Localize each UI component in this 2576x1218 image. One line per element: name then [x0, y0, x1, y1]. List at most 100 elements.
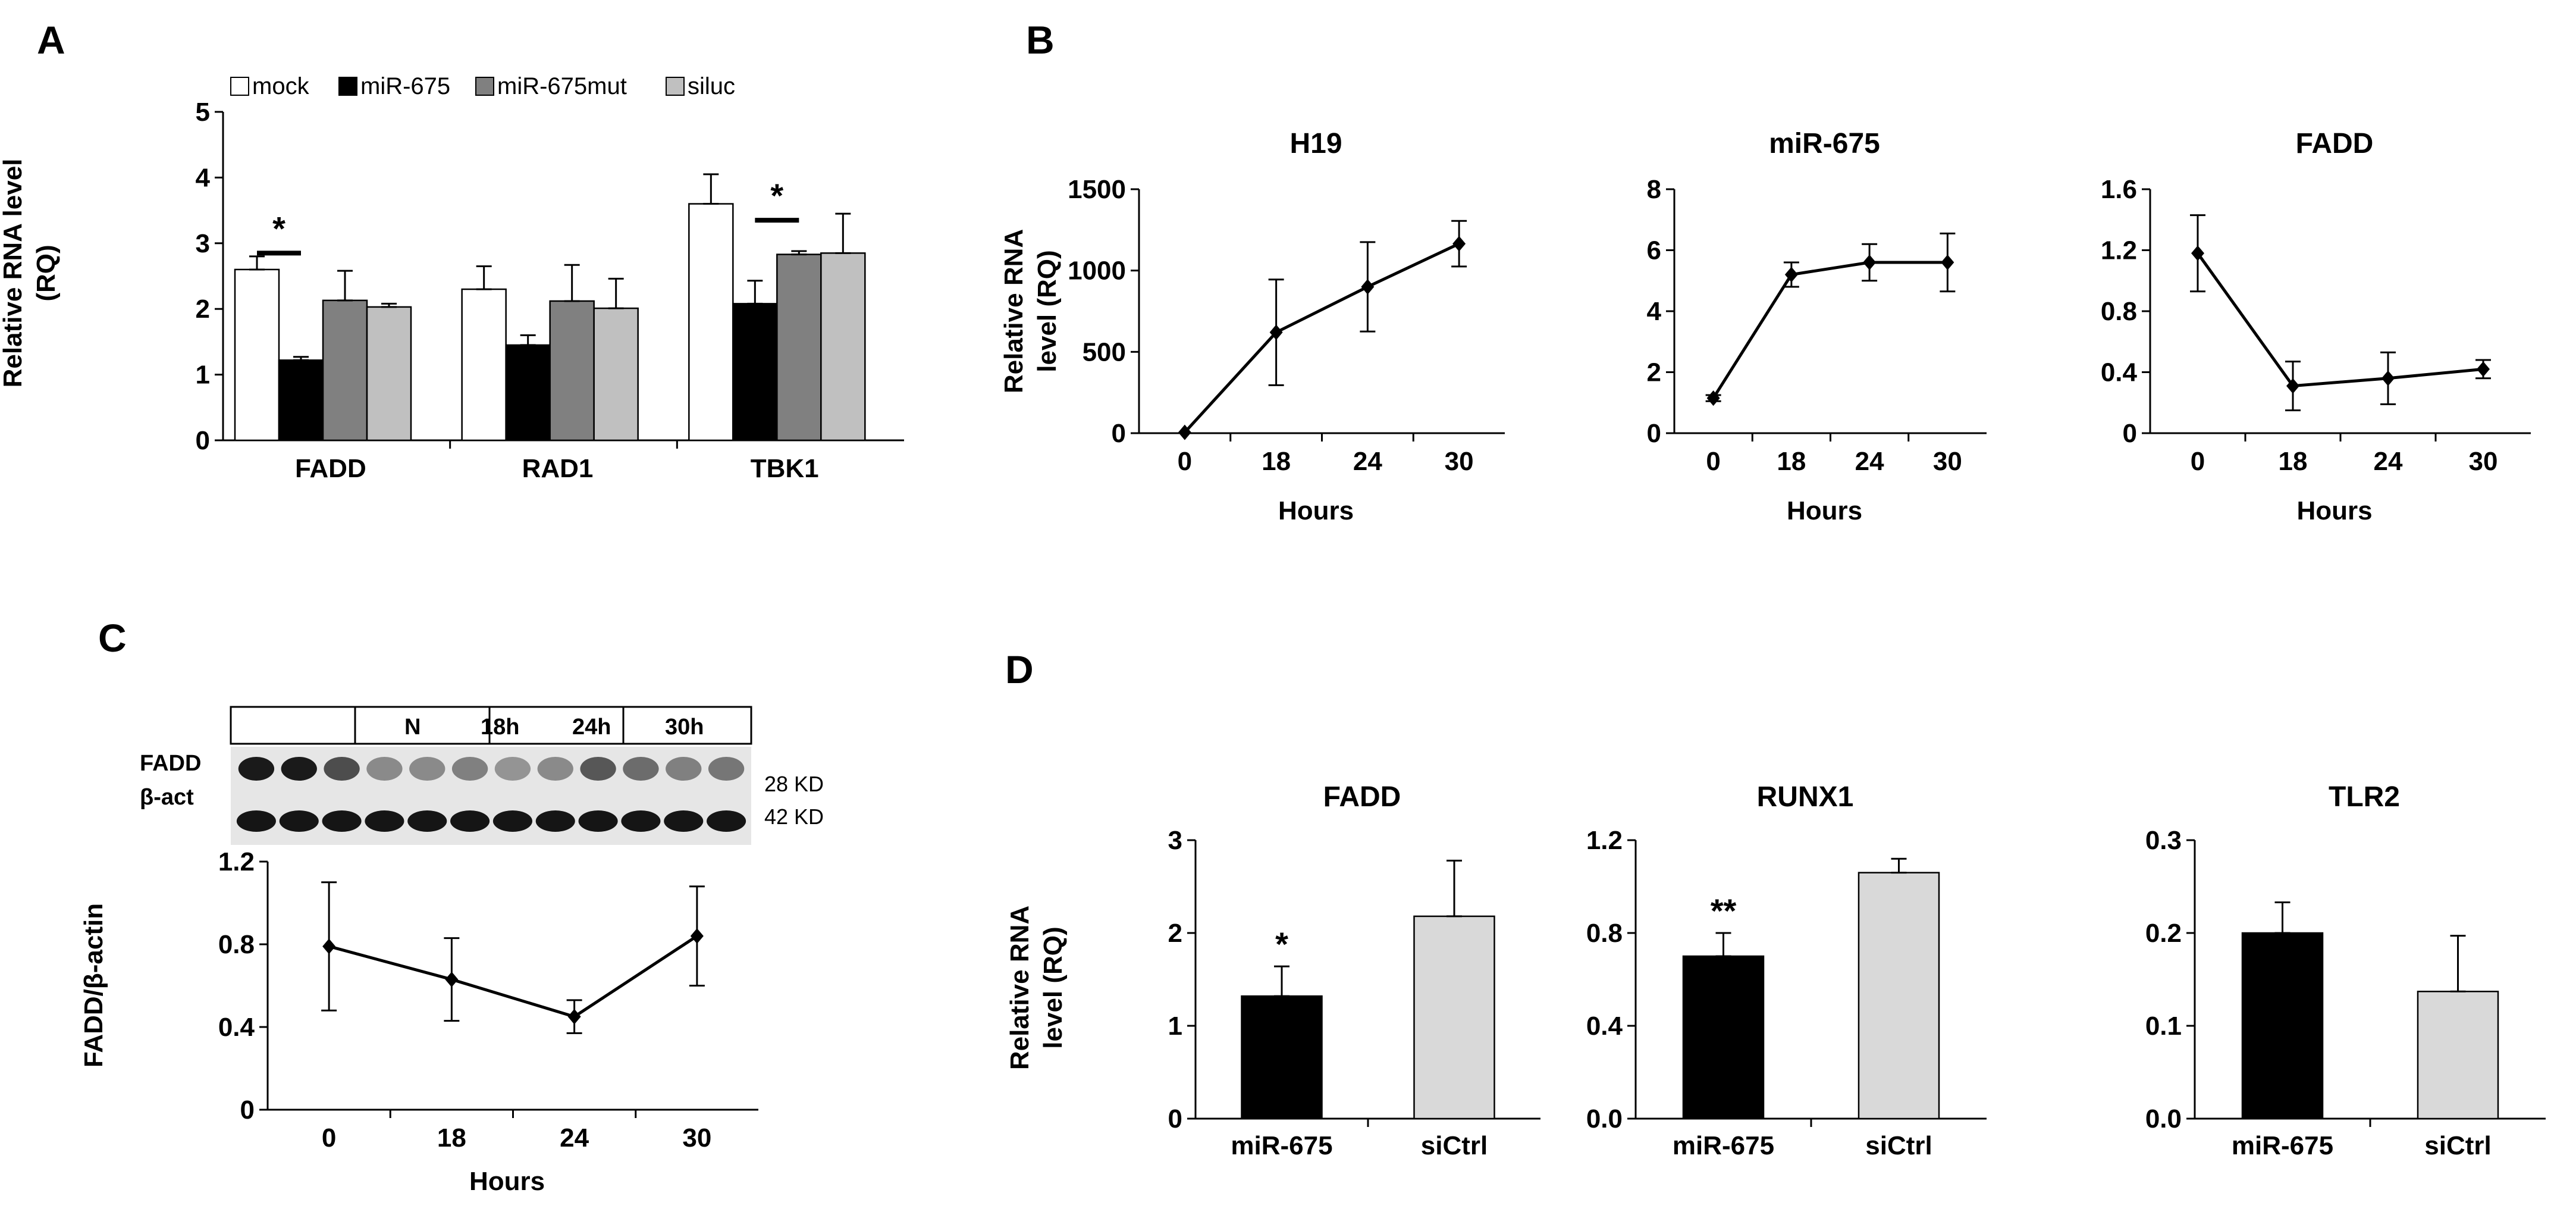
- d-fadd-category-label: miR-675: [1231, 1131, 1332, 1160]
- d-fadd-y-axis-label: Relative RNA level (RQ): [1005, 906, 1068, 1070]
- d-runx1-category-label: miR-675: [1673, 1131, 1774, 1160]
- c-series-line: [328, 935, 698, 1019]
- d-tlr2-title: TLR2: [2329, 781, 2400, 813]
- d-tlr2-y-tick-label: 0.0: [2145, 1104, 2182, 1134]
- b-mir675-x-axis-label: Hours: [1787, 496, 1862, 525]
- d-runx1-y-tick-label: 0.4: [1586, 1012, 1623, 1041]
- a-category-label: RAD1: [522, 454, 594, 483]
- b-h19-data-point: [1178, 424, 1191, 440]
- b-fadd-data-point: [2382, 370, 2395, 386]
- a-y-tick-label: 1: [196, 361, 210, 390]
- a-y-axis-label-line: Relative RNA level: [0, 159, 27, 388]
- chart-d-runx1-bar-chart: RUNX1 0.0 0.4 0.8 1.2 miR-675 ** siCtrl: [1586, 781, 1987, 1160]
- b-fadd-x-tick-label: 30: [2469, 447, 2498, 476]
- c-x-tick-label: 30: [682, 1123, 711, 1153]
- blot-header-n: N: [404, 715, 421, 740]
- c-y-tick-label: 0.4: [218, 1013, 255, 1042]
- a-legend-swatch-siluc: [666, 77, 685, 96]
- a-bar-siluc: [820, 252, 866, 442]
- d-fadd-y-axis-label-line: Relative RNA: [1005, 906, 1034, 1070]
- a-legend-label: miR-675: [360, 73, 450, 99]
- b-mir675-x-tick-label: 0: [1706, 447, 1720, 476]
- b-mir675-y-tick-label: 2: [1647, 358, 1661, 387]
- blot-band-fadd: [666, 757, 702, 781]
- blot-band-actin: [664, 810, 704, 832]
- c-x-tick-label: 0: [322, 1123, 336, 1153]
- a-bar-mir-675: [278, 359, 324, 442]
- blot-band-fadd: [451, 757, 488, 781]
- d-runx1-y-tick-label: 0.0: [1586, 1104, 1623, 1134]
- c-y-tick-label: 0: [240, 1095, 255, 1125]
- a-y-axis-label-line: (RQ): [32, 245, 61, 301]
- b-h19-title: H19: [1289, 128, 1342, 159]
- blot-band-fadd: [409, 757, 445, 781]
- b-fadd-x-tick-label: 18: [2279, 447, 2308, 476]
- blot-band-actin: [535, 810, 575, 832]
- b-mir675-data-point: [1941, 255, 1954, 270]
- d-runx1-significance-star: **: [1711, 892, 1737, 929]
- d-fadd-y-tick-label: 0: [1168, 1104, 1182, 1134]
- blot-header-18h: 18h: [481, 715, 519, 740]
- b-h19-x-tick-label: 24: [1353, 447, 1382, 476]
- a-bar-mock: [234, 268, 280, 442]
- c-data-point: [567, 1009, 581, 1025]
- a-bar-mir-675mut: [322, 299, 368, 442]
- b-mir675-x-tick-label: 30: [1933, 447, 1962, 476]
- b-h19-y-axis-label: Relative RNA level (RQ): [999, 229, 1062, 393]
- d-tlr2-category-label: siCtrl: [2424, 1131, 2491, 1160]
- d-fadd-y-tick-label: 2: [1168, 919, 1182, 948]
- blot-band-fadd: [580, 757, 616, 781]
- c-x-tick-label: 24: [560, 1123, 589, 1153]
- chart-b-fadd-line-chart: FADD 0 0.4 0.8 1.2 1.6 0 18 24 30 Hours: [2101, 128, 2531, 525]
- b-mir675-data-point: [1863, 255, 1877, 270]
- chart-b-h19-line-chart: H19 0 500 1000 1500 0 18 24 30 Hours Relative RNA l…: [999, 128, 1505, 525]
- blot-bands: [236, 757, 746, 832]
- a-y-tick-label: 5: [196, 98, 210, 127]
- panel-letter-c: C: [98, 616, 127, 660]
- blot-band-fadd: [537, 757, 573, 781]
- d-fadd-bar-sictrl: [1413, 915, 1495, 1120]
- a-significance-star: *: [272, 209, 285, 247]
- blot-membrane: [231, 747, 751, 845]
- b-fadd-y-tick-label: 0: [2123, 419, 2137, 448]
- blot-band-fadd: [324, 757, 360, 781]
- c-data-point: [690, 928, 704, 944]
- b-fadd-x-tick-label: 24: [2374, 447, 2403, 476]
- c-data-point: [322, 938, 336, 954]
- chart-c-fadd-actin-line-chart: 0 0.4 0.8 1.2 0 18 24 30 Hours FADD/β-actin: [79, 847, 758, 1196]
- b-h19-y-tick-label: 500: [1083, 337, 1126, 367]
- b-mir675-y-tick-label: 4: [1647, 297, 1662, 326]
- c-y-tick-label: 0.8: [218, 930, 255, 959]
- a-y-tick-label: 3: [196, 229, 210, 258]
- d-runx1-title: RUNX1: [1757, 781, 1854, 813]
- b-fadd-x-axis-label: Hours: [2296, 496, 2372, 525]
- b-h19-x-tick-label: 0: [1178, 447, 1192, 476]
- blot-band-actin: [407, 810, 447, 832]
- d-tlr2-bar-mir-675: [2241, 932, 2324, 1120]
- chart-d-tlr2-bar-chart: TLR2 0.0 0.1 0.2 0.3 miR-675 siCtrl: [2145, 781, 2546, 1160]
- panel-letter-d: D: [1005, 647, 1034, 691]
- c-data-point: [445, 972, 459, 988]
- a-y-axis-label: Relative RNA level (RQ): [0, 159, 61, 388]
- d-fadd-significance-star: *: [1275, 925, 1288, 963]
- blot-band-actin: [279, 810, 319, 832]
- blot-band-actin: [578, 810, 618, 832]
- b-mir675-title: miR-675: [1769, 128, 1880, 159]
- b-fadd-y-tick-label: 1.2: [2101, 236, 2137, 265]
- c-x-axis-label: Hours: [469, 1167, 545, 1196]
- panel-letter-a: A: [37, 18, 65, 62]
- blot-label-fadd: FADD: [140, 751, 201, 776]
- blot-band-actin: [322, 810, 362, 832]
- a-y-tick-label: 0: [196, 426, 210, 455]
- a-category-label: TBK1: [751, 454, 819, 483]
- c-y-tick-label: 1.2: [218, 847, 255, 876]
- b-h19-x-tick-label: 30: [1445, 447, 1474, 476]
- b-mir675-x-tick-label: 18: [1777, 447, 1806, 476]
- b-fadd-title: FADD: [2296, 128, 2374, 159]
- d-tlr2-bar-sictrl: [2417, 991, 2499, 1120]
- blot-band-fadd: [623, 757, 659, 781]
- blot-band-fadd: [238, 757, 275, 781]
- b-mir675-y-tick-label: 6: [1647, 236, 1661, 265]
- d-tlr2-y-tick-label: 0.3: [2145, 826, 2182, 855]
- b-h19-series-line: [1184, 242, 1460, 434]
